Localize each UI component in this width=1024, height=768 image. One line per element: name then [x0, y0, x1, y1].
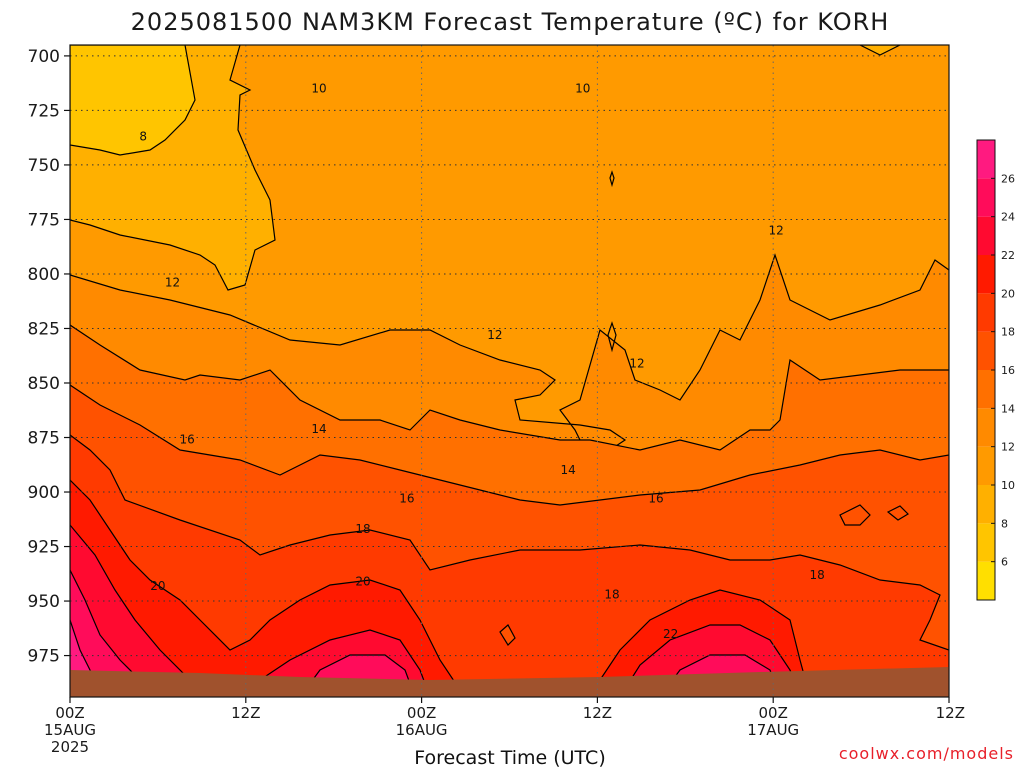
contour-label: 12 [629, 356, 644, 370]
y-tick-label: 750 [28, 156, 60, 176]
y-tick-label: 875 [28, 429, 60, 449]
colorbar-swatch [977, 140, 995, 179]
contour-label: 10 [311, 82, 326, 96]
plot-frame [69, 44, 950, 698]
x-tick-date: 17AUG [747, 721, 799, 739]
contour-labels: 8 10 10 12 12 12 12 16 14 14 16 16 18 18 18 20 20 22 [139, 82, 824, 641]
y-tick-label: 925 [28, 538, 60, 558]
closed-contour-5 [499, 624, 516, 646]
closed-contour-3 [839, 504, 871, 526]
colorbar-label: 12 [1001, 441, 1015, 454]
closed-contour-4 [886, 505, 909, 521]
colorbar-label: 6 [1001, 556, 1008, 569]
terrain [70, 667, 949, 697]
x-tick-label: 00Z [55, 704, 84, 722]
colorbar-swatch [977, 485, 995, 524]
colorbar-swatch [977, 408, 995, 447]
y-tick-label: 975 [28, 647, 60, 667]
colorbar-swatch [977, 446, 995, 485]
contour-label: 16 [399, 492, 414, 506]
x-tick-label: 12Z [231, 704, 260, 722]
colorbar-label: 20 [1001, 287, 1015, 300]
colorbar-swatch [977, 178, 995, 217]
colorbar-label: 8 [1001, 517, 1008, 530]
contour-label: 22 [663, 627, 678, 641]
colorbar-label: 26 [1001, 172, 1015, 185]
colorbar-label: 10 [1001, 479, 1015, 492]
colorbar-label: 16 [1001, 364, 1015, 377]
y-tick-label: 825 [28, 319, 60, 339]
contour-label: 14 [560, 463, 575, 477]
contour-label: 14 [311, 422, 326, 436]
colorbar-swatch [977, 216, 995, 255]
contour-label: 16 [180, 433, 195, 447]
y-axis: 700 725 750 775 800 825 850 875 900 925 950 975 [28, 47, 70, 667]
x-tick-label: 00Z [759, 704, 788, 722]
x-tick-label: 12Z [583, 704, 612, 722]
y-tick-label: 775 [28, 210, 60, 230]
colorbar-label: 22 [1001, 249, 1015, 262]
credit-link[interactable]: coolwx.com/models [839, 744, 1014, 763]
contour-label: 8 [139, 130, 147, 144]
colorbar-swatch [977, 255, 995, 294]
colorbar: 6 8 10 12 14 16 18 20 22 24 26 [976, 139, 1015, 601]
x-tick-label: 12Z [936, 704, 965, 722]
colorbar-label: 24 [1001, 211, 1015, 224]
contour-label: 18 [604, 588, 619, 602]
contour-label: 18 [355, 522, 370, 536]
y-tick-label: 950 [28, 592, 60, 612]
band-8-10-right [859, 45, 901, 56]
y-tick-label: 725 [28, 101, 60, 121]
contour-label: 10 [575, 82, 590, 96]
y-tick-label: 700 [28, 47, 60, 67]
x-tick-date: 15AUG [44, 721, 96, 739]
band-20-22 [70, 479, 811, 697]
x-tick-year: 2025 [51, 738, 89, 756]
contour-label: 20 [150, 579, 165, 593]
y-tick-label: 900 [28, 483, 60, 503]
contour-label: 18 [810, 568, 825, 582]
colorbar-label: 14 [1001, 402, 1015, 415]
closed-contour-2 [607, 321, 617, 353]
x-axis-label: Forecast Time (UTC) [414, 747, 605, 768]
chart-title: 2025081500 NAM3KM Forecast Temperature (… [131, 8, 890, 36]
contour-label: 20 [355, 574, 370, 588]
x-tick-date: 16AUG [396, 721, 448, 739]
colorbar-swatch [977, 331, 995, 370]
band-6-8 [70, 45, 196, 156]
colorbar-label: 18 [1001, 326, 1015, 339]
contour-label: 12 [768, 223, 783, 237]
colorbar-swatch [977, 370, 995, 409]
grid [70, 45, 949, 697]
colorbar-swatch [977, 523, 995, 562]
closed-contour-1 [609, 170, 615, 188]
contour-label: 12 [487, 328, 502, 342]
y-tick-label: 800 [28, 265, 60, 285]
y-tick-label: 850 [28, 374, 60, 394]
band-24-26-left [70, 569, 156, 697]
x-tick-label: 00Z [407, 704, 436, 722]
contour-label: 16 [648, 492, 663, 506]
colorbar-swatch [977, 561, 995, 600]
plot-area [70, 45, 949, 697]
colorbar-swatch [977, 293, 995, 332]
contour-label: 12 [165, 276, 180, 290]
